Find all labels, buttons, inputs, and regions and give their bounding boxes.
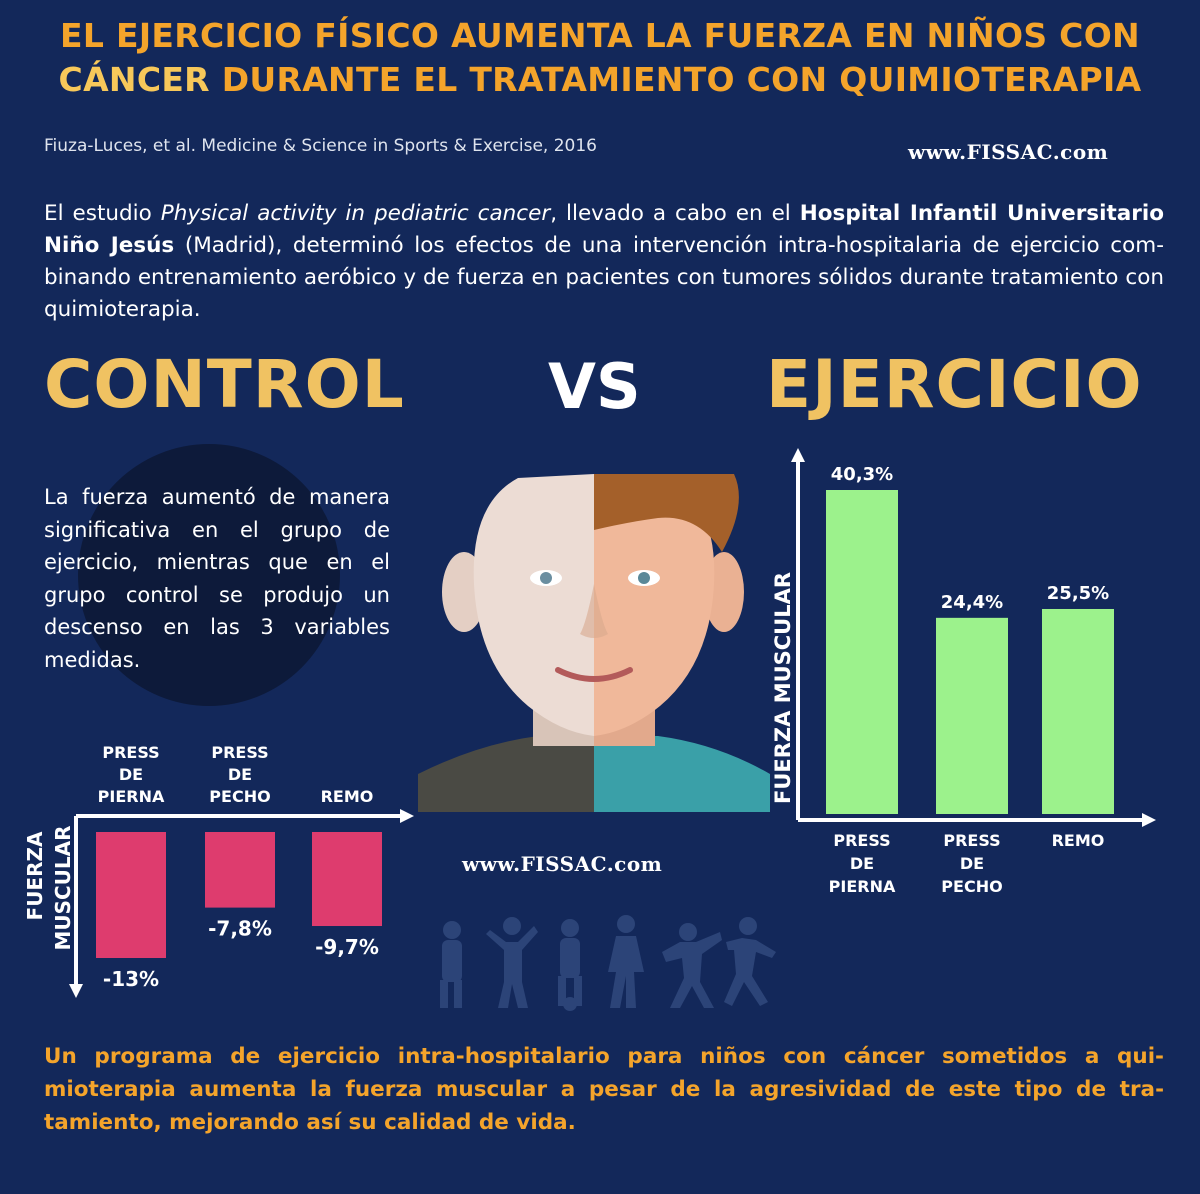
exercise-category-label: DE (960, 854, 984, 873)
title-highlight: CÁNCER (58, 60, 210, 99)
exercise-category-label: DE (850, 854, 874, 873)
exercise-value-label: 40,3% (831, 464, 893, 485)
children-silhouettes-icon (440, 915, 776, 1011)
control-category-label: REMO (321, 787, 374, 806)
hair-right (594, 474, 739, 552)
site-url-middle[interactable]: www.FISSAC.com (462, 852, 663, 876)
exercise-category-label: PRESS (943, 831, 1000, 850)
shirt-right (594, 736, 770, 812)
control-value-label: -9,7% (315, 935, 379, 959)
eye-right-iris (638, 572, 650, 584)
split-face-image (418, 474, 770, 812)
conclusion-text: Un programa de ejercicio intra-hospitala… (44, 1044, 1164, 1135)
exercise-category-label: REMO (1052, 831, 1105, 850)
control-category-label: DE (228, 765, 252, 784)
control-x-axis-arrow (400, 809, 414, 823)
eye-left-iris (540, 572, 552, 584)
exercise-value-label: 25,5% (1047, 583, 1109, 604)
heading-vs: VS (548, 350, 641, 423)
control-value-label: -7,8% (208, 917, 272, 941)
exercise-bar (826, 490, 898, 814)
exercise-x-axis-arrow (1142, 813, 1156, 827)
decorative-circle (78, 444, 340, 706)
exercise-category-label: PIERNA (829, 877, 896, 896)
exercise-category-label: PRESS (833, 831, 890, 850)
intro-part-1: El estudio (44, 201, 161, 226)
exercise-y-axis-arrow (791, 448, 805, 462)
shirt-left (418, 736, 594, 812)
summary-text: La fuerza aumentó de manera significativ… (44, 485, 390, 672)
mouth (555, 667, 633, 682)
heading-control: CONTROL (44, 346, 405, 423)
exercise-bar (1042, 608, 1114, 814)
intro-part-3: (Madrid), determinó los efectos de una i… (44, 233, 1164, 322)
intro-part-2: , llevado a cabo en el (550, 201, 800, 226)
page-title: EL EJERCICIO FÍSICO AUMENTA LA FUERZA EN… (0, 14, 1200, 102)
split-face-illustration (418, 474, 770, 812)
control-bar (312, 832, 382, 927)
control-bar (96, 832, 166, 958)
intro-paragraph: El estudio Physical activity in pediatri… (44, 198, 1164, 326)
intro-study-name: Physical activity in pediatric cancer (160, 201, 551, 226)
site-url-top[interactable]: www.FISSAC.com (908, 140, 1109, 164)
control-category-label: PRESS (211, 743, 268, 762)
control-value-label: -13% (103, 967, 159, 991)
control-y-axis-arrow (69, 984, 83, 998)
control-category-label: DE (119, 765, 143, 784)
control-bar (205, 832, 275, 908)
title-line-2: CÁNCER DURANTE EL TRATAMIENTO CON QUIMIO… (0, 58, 1200, 102)
control-category-label: PRESS (102, 743, 159, 762)
exercise-bar (936, 617, 1008, 814)
nose (580, 584, 608, 638)
exercise-category-label: PECHO (941, 877, 1002, 896)
title-line-2-rest: DURANTE EL TRATAMIENTO CON QUIMIOTERAPIA (209, 60, 1142, 99)
citation: Fiuza-Luces, et al. Medicine & Science i… (44, 136, 597, 156)
intro-hospital: Hospital Infantil Universitario Niño Jes… (44, 201, 1165, 258)
title-line-1: EL EJERCICIO FÍSICO AUMENTA LA FUERZA EN… (60, 16, 1140, 55)
silhouettes-group (440, 915, 776, 1011)
exercise-ylabel: FUERZA MUSCULAR (771, 572, 795, 804)
heading-ejercicio: EJERCICIO (766, 346, 1143, 423)
exercise-value-label: 24,4% (941, 592, 1003, 613)
control-category-label: PECHO (209, 787, 270, 806)
control-ylabel-line-1: FUERZA (23, 831, 47, 920)
control-category-label: PIERNA (98, 787, 165, 806)
control-ylabel-line-2: MUSCULAR (51, 825, 75, 950)
